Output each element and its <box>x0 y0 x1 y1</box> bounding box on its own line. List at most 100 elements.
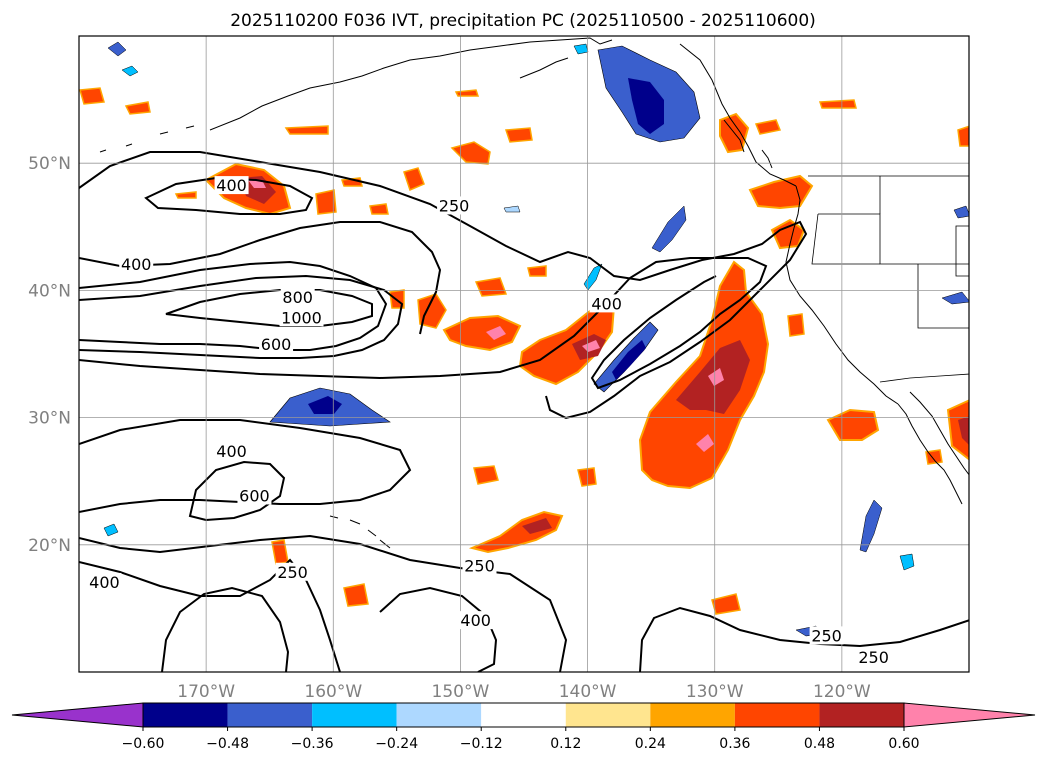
pc-positive-small-1 <box>79 87 105 105</box>
bc-islands-coastline <box>723 119 773 169</box>
ivt-contour-400-main <box>79 221 442 335</box>
us-mexico-border <box>879 373 969 383</box>
pc-positive-small-10 <box>787 313 805 337</box>
colorbar-tick-label: 0.60 <box>888 736 919 752</box>
colorbar: −0.60 −0.48 −0.36 −0.24 −0.12 0.12 0.24 0.36 0.4… <box>11 702 1036 752</box>
southeast-alaska-coastline <box>679 43 797 187</box>
pc-positive-mexico <box>946 399 969 461</box>
ivt-contour-label: 250 <box>811 626 842 645</box>
ivt-contour-600 <box>79 274 404 359</box>
colorbar-segment <box>143 703 228 727</box>
colorbar-tick-label: −0.48 <box>206 736 249 752</box>
ivt-contour-label: 400 <box>89 573 120 592</box>
lat-tick-label: 20°N <box>28 536 71 556</box>
ivt-contour-label: 600 <box>239 486 270 505</box>
state-border-5 <box>955 225 969 277</box>
pc-positive-west-band-peak <box>486 326 506 340</box>
pc-positive-small-4 <box>450 141 491 165</box>
pc-positive-nw-core <box>240 176 276 204</box>
pc-positive-small-22 <box>369 203 389 215</box>
colorbar-tick-label: 0.48 <box>804 736 835 752</box>
lon-tick-label: 130°W <box>686 682 744 702</box>
ivt-contour-250-main <box>79 260 388 351</box>
colorbar-segment <box>227 703 313 727</box>
ivt-contour-400-south-loop <box>379 586 498 672</box>
colorbar-tick-label: −0.12 <box>460 736 503 752</box>
ivt-contour-label: 250 <box>464 556 495 575</box>
pc-negative-small-4 <box>107 41 127 57</box>
us-west-coastline <box>785 185 899 405</box>
pc-positive-small-20 <box>315 189 337 215</box>
ivt-contour-400-south <box>79 257 768 390</box>
colorbar-segment <box>396 703 482 727</box>
alaska-peninsula-coastline <box>519 57 569 79</box>
pc-positive-mexico-core <box>958 416 969 445</box>
pc-negative-small-8 <box>899 553 915 571</box>
state-border-1 <box>818 213 969 265</box>
ivt-contour-250-subtropic-1 <box>79 419 412 513</box>
contour-label-bg <box>280 288 315 307</box>
pc-positive-small-15 <box>577 467 597 487</box>
contour-label-bg <box>437 196 472 215</box>
pc-negative-small-12 <box>503 205 521 213</box>
hawaii-islands <box>329 515 391 549</box>
pc-positive-small-19 <box>818 99 857 109</box>
contour-label-bg <box>87 572 122 591</box>
pc-positive-small-18 <box>174 191 197 199</box>
pc-positive-small-14 <box>473 465 499 485</box>
ivt-contour-250-subtropic-2 <box>79 534 568 672</box>
gulf-of-california-coastline <box>909 391 969 476</box>
contour-label-bg <box>214 441 249 460</box>
lon-tick-label: 160°W <box>304 682 362 702</box>
contour-label-bg <box>275 562 310 581</box>
ivt-contour-label: 250 <box>277 563 308 582</box>
pc-positive-small-21 <box>454 89 480 97</box>
colorbar-extend-max <box>903 702 1036 728</box>
ivt-contour-250-far-se <box>639 606 969 672</box>
ivt-contour-label: 1000 <box>281 308 322 327</box>
colorbar-tick-label: 0.24 <box>635 736 666 752</box>
pc-positive-west-band <box>442 314 522 352</box>
ivt-contour-label: 400 <box>460 611 491 630</box>
contour-label-bg <box>279 308 324 327</box>
pc-positive-ne-pacific-peak2 <box>696 434 714 452</box>
ivt-contour-label: 400 <box>216 442 247 461</box>
lat-tick-label: 50°N <box>28 154 71 174</box>
colorbar-segment <box>734 703 820 727</box>
colorbar-segment <box>565 703 651 727</box>
colorbar-segment <box>819 703 904 727</box>
pc-positive-small-8 <box>474 277 508 297</box>
colorbar-extend-min <box>11 702 144 728</box>
ivt-contour-label: 400 <box>216 176 247 195</box>
coastlines <box>99 37 969 549</box>
ivt-contour-label: 250 <box>858 648 889 667</box>
pc-negative-mid-band-core <box>612 340 646 380</box>
ivt-contour-label: 400 <box>591 294 622 313</box>
lat-tick-label: 30°N <box>28 409 71 429</box>
ivt-contour-600-south-loop <box>188 460 286 522</box>
latitude-labels: 20°N 30°N 40°N 50°N <box>28 154 71 556</box>
pc-positive-small-3 <box>284 125 329 135</box>
state-border-3 <box>917 264 969 329</box>
precip-negative-regions <box>103 41 969 637</box>
lat-tick-label: 40°N <box>28 281 71 301</box>
lon-tick-label: 140°W <box>559 682 617 702</box>
pc-positive-coast-mid <box>770 218 806 250</box>
contour-label-bg <box>259 335 294 354</box>
colorbar-segment <box>650 703 735 727</box>
ivt-contour-800 <box>165 289 373 327</box>
ivt-contour-label: 400 <box>121 255 152 274</box>
ivt-contour-label: 600 <box>261 335 292 354</box>
lon-tick-label: 170°W <box>177 682 235 702</box>
pc-positive-small-7 <box>417 293 447 329</box>
contour-label-bg <box>458 611 493 630</box>
contour-label-bg <box>462 556 497 575</box>
pc-negative-small-1 <box>651 205 687 253</box>
pc-positive-small-16 <box>957 125 969 147</box>
contour-label-bg <box>589 294 624 313</box>
colorbar-segment <box>481 703 566 727</box>
political-borders <box>808 175 969 383</box>
ivt-contour-400-se <box>79 558 341 672</box>
